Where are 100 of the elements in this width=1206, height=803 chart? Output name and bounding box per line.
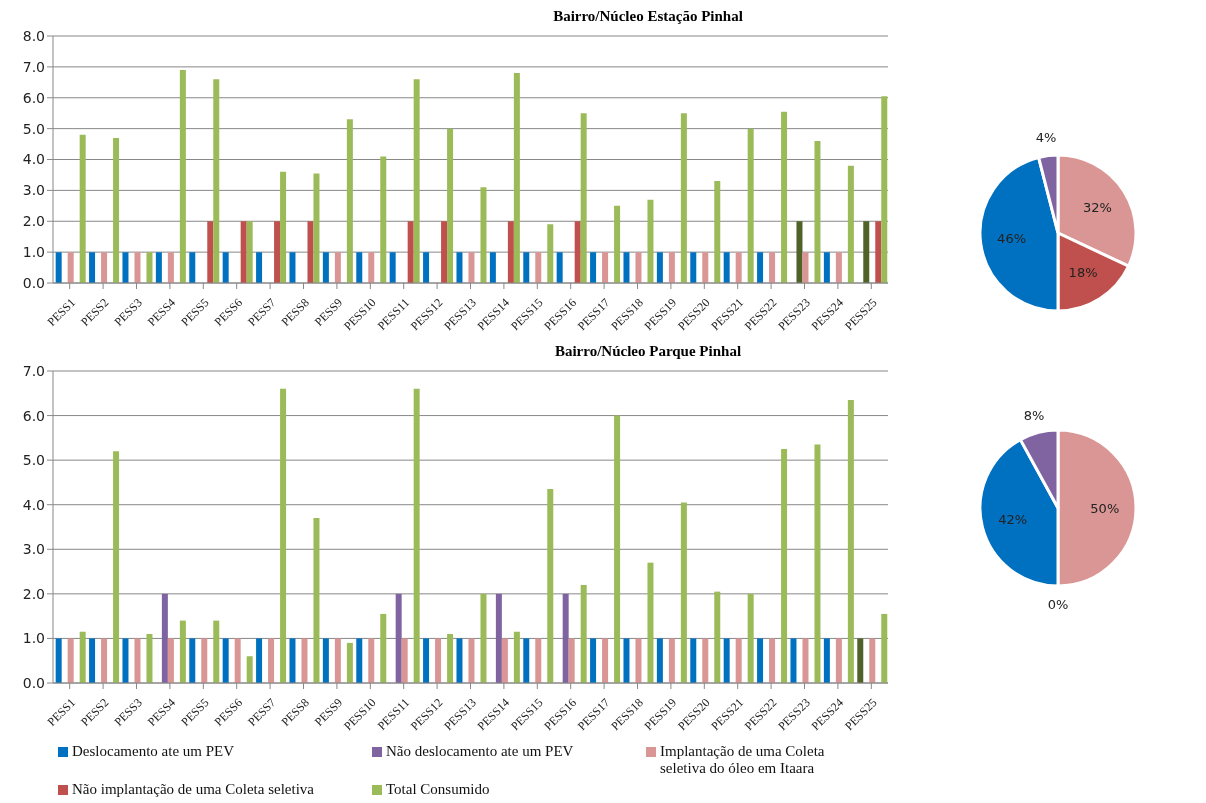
bar [67,638,74,683]
bar [79,134,86,283]
bar [346,642,353,683]
bar [246,656,253,683]
bar [322,252,329,283]
bar [167,638,174,683]
bar [835,252,842,283]
bar [602,252,609,283]
bar [668,252,675,283]
bar [334,252,341,283]
bar [167,252,174,283]
bar [735,638,742,683]
bar [356,252,363,283]
bar [562,593,569,683]
bar [802,638,809,683]
bar [146,633,153,683]
y-tick-label: 4.0 [22,151,45,168]
y-tick-label: 4.0 [22,496,45,513]
bar [568,638,575,683]
legend-label: Deslocamento ate um PEV [72,743,235,760]
y-tick-label: 1.0 [22,630,45,647]
bar [614,415,621,683]
bar [213,79,220,283]
bar [495,593,502,683]
chart-title: Bairro/Núcleo Estação Pinhal [552,8,744,25]
bar [313,518,320,683]
text: 0% [1047,596,1069,612]
bar [590,252,597,283]
legend-label: Não deslocamento ate um PEV [386,743,574,760]
bar [656,252,663,283]
bar [134,638,141,683]
bar [690,638,697,683]
bar [547,224,554,283]
bar [781,111,788,283]
bar [134,252,141,283]
bar [863,221,870,283]
bar [113,137,120,283]
bar [468,252,475,283]
bar [580,584,587,683]
data-label: 50% [1090,500,1120,516]
bar [435,638,442,683]
bar [401,638,408,683]
legend-label: Implantação de uma Coleta seletiva do óleo em Itaara [660,743,826,777]
bar [523,638,530,683]
bar [189,638,196,683]
bar [535,252,542,283]
y-tick-label: 3.0 [22,541,45,558]
bar [881,96,888,283]
bar [201,638,208,683]
bar [256,638,263,683]
bar [189,252,196,283]
bar [274,221,281,283]
bar [769,252,776,283]
y-tick-label: 2.0 [22,585,45,602]
bar [623,638,630,683]
bar [747,128,754,283]
bar [122,252,129,283]
bar [447,128,454,283]
data-label: 4% [1035,130,1057,146]
bar [635,638,642,683]
bar [313,173,320,283]
bar [368,252,375,283]
bar [113,451,120,683]
bar [869,638,876,683]
bar [322,638,329,683]
y-tick-label: 1.0 [22,244,45,261]
bar [480,593,487,683]
bar [368,638,375,683]
y-tick-label: 8.0 [22,27,45,44]
bar [814,140,821,283]
bar [802,252,809,283]
bar [122,638,129,683]
bar [456,638,463,683]
bar [680,113,687,283]
bar [635,252,642,283]
y-tick-label: 5.0 [22,120,45,137]
bar [146,252,153,283]
bar [580,113,587,283]
y-tick-label: 7.0 [22,362,45,379]
bar [240,221,247,283]
bar [55,638,62,683]
bar [714,591,721,683]
bar [179,69,186,283]
bar [702,638,709,683]
bar [790,638,797,683]
bar [280,171,287,283]
y-tick-label: 3.0 [22,182,45,199]
bar [101,252,108,283]
bar [668,638,675,683]
bar [781,449,788,683]
bar [213,620,220,683]
y-tick-label: 0.0 [22,674,45,691]
bar [407,221,414,283]
bar [690,252,697,283]
bar [161,593,168,683]
bar [574,221,581,283]
bar [380,613,387,683]
bar [647,562,654,683]
bar [769,638,776,683]
bar [179,620,186,683]
